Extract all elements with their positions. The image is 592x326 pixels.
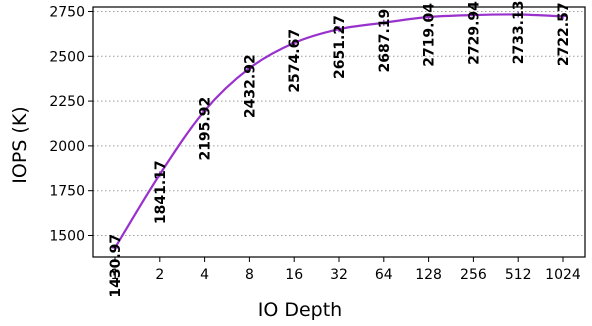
data-point-marker bbox=[336, 26, 342, 33]
x-tick-label: 16 bbox=[285, 267, 303, 283]
data-point-marker bbox=[156, 171, 163, 178]
data-label: 2687.19 bbox=[377, 9, 393, 73]
data-label: 1430.97 bbox=[108, 234, 124, 298]
y-axis-ticks: 1500 1750 2000 2250 2500 2750 bbox=[49, 4, 93, 244]
y-tick-label: 2000 bbox=[49, 139, 85, 155]
data-label: 2432.92 bbox=[242, 54, 258, 118]
data-point-marker bbox=[560, 13, 566, 20]
x-tick-label: 256 bbox=[460, 267, 487, 283]
data-point-marker bbox=[380, 19, 387, 26]
data-point-marker bbox=[470, 12, 477, 19]
data-label: 2719.04 bbox=[422, 3, 438, 67]
x-tick-label: 1024 bbox=[545, 267, 581, 283]
data-label: 2574.67 bbox=[287, 29, 303, 93]
data-label: 2722.57 bbox=[556, 2, 572, 66]
data-point-marker bbox=[515, 11, 522, 18]
y-tick-label: 2250 bbox=[49, 94, 85, 110]
x-tick-label: 64 bbox=[375, 267, 393, 283]
y-tick-label: 2750 bbox=[49, 4, 85, 20]
x-tick-label: 1 bbox=[111, 267, 120, 283]
x-tick-label: 32 bbox=[330, 267, 348, 283]
data-point-marker bbox=[425, 14, 432, 21]
y-axis-title: IOPS (K) bbox=[9, 106, 31, 183]
data-label: 2651.27 bbox=[332, 15, 348, 79]
data-point-marker bbox=[291, 39, 298, 46]
data-labels: 1430.97 1841.17 2195.92 2432.92 2574.67 2651.… bbox=[108, 1, 572, 298]
x-tick-label: 2 bbox=[155, 267, 164, 283]
y-tick-label: 1500 bbox=[49, 228, 85, 244]
x-tick-label: 4 bbox=[200, 267, 209, 283]
y-tick-label: 2500 bbox=[49, 49, 85, 65]
x-tick-label: 512 bbox=[505, 267, 532, 283]
series-iops bbox=[112, 11, 566, 251]
data-label: 2195.92 bbox=[198, 97, 214, 161]
data-point-marker bbox=[201, 107, 208, 114]
data-label: 2729.94 bbox=[466, 1, 482, 65]
x-tick-label: 8 bbox=[245, 267, 254, 283]
x-axis-title: IO Depth bbox=[258, 299, 342, 321]
data-label: 2733.13 bbox=[511, 1, 527, 65]
x-tick-label: 128 bbox=[415, 267, 442, 283]
data-point-marker bbox=[246, 65, 253, 72]
y-tick-label: 1750 bbox=[49, 184, 85, 200]
x-axis-ticks: 1 2 4 8 16 32 64 128 256 512 1024 bbox=[111, 257, 581, 283]
data-label: 1841.17 bbox=[153, 160, 169, 224]
data-point-marker bbox=[112, 244, 118, 251]
